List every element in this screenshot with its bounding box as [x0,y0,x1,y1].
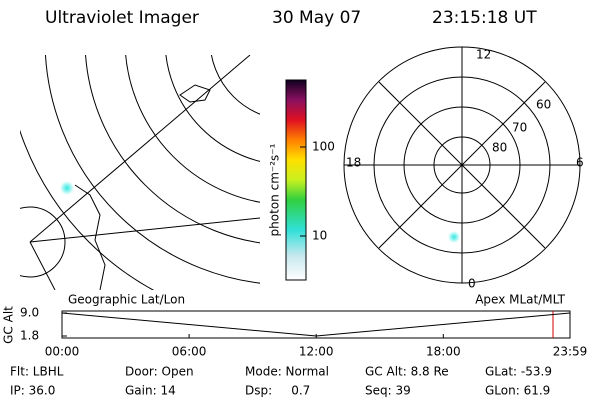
instrument: Ultraviolet Imager [45,8,199,28]
status-field: GLon: 61.9 [485,384,550,398]
status-field: GC Alt: 8.8 Re [365,365,449,379]
plot-title: Apex MLat/MLT [475,293,565,307]
altitude-line [61,312,571,337]
status-field: GLat: -53.9 [485,365,552,379]
mlt-label: 18 [346,156,361,170]
x-tick-label: 12:00 [299,345,334,359]
colorbar-label: photon cm⁻²s⁻¹ [268,143,282,236]
x-tick-label: 06:00 [172,345,207,359]
mlt-label: 12 [476,48,491,62]
date: 30 May 07 [272,8,361,28]
x-tick-label: 23:59 [553,345,588,359]
colorbar [285,79,307,281]
lat-label: 80 [492,141,507,155]
x-tick-label: 18:00 [426,345,461,359]
time: 23:15:18 UT [432,8,537,28]
y-tick-label: 1.8 [20,329,39,343]
colorbar-tick: 100 [312,140,335,154]
x-tick-label: 00:00 [45,345,80,359]
status-field: Mode: Normal [245,365,329,379]
y-label: GC Alt [2,306,16,344]
lat-label: 70 [512,121,527,135]
map [20,55,260,290]
status-field: Door: Open [125,365,194,379]
mlt-label: 0 [468,277,476,291]
polar-plot [343,46,581,284]
status-field: Dsp: 0.7 [245,384,310,398]
altitude-plot [61,310,571,339]
mlt-label: 6 [576,156,584,170]
status-field: Seq: 39 [365,384,411,398]
plot-title: Geographic Lat/Lon [68,293,185,307]
lat-label: 60 [536,98,551,112]
y-tick-label: 9.0 [20,306,39,320]
status-field: IP: 36.0 [10,384,55,398]
colorbar-tick: 10 [312,229,327,243]
status-field: Flt: LBHL [10,365,64,379]
status-field: Gain: 14 [125,384,176,398]
